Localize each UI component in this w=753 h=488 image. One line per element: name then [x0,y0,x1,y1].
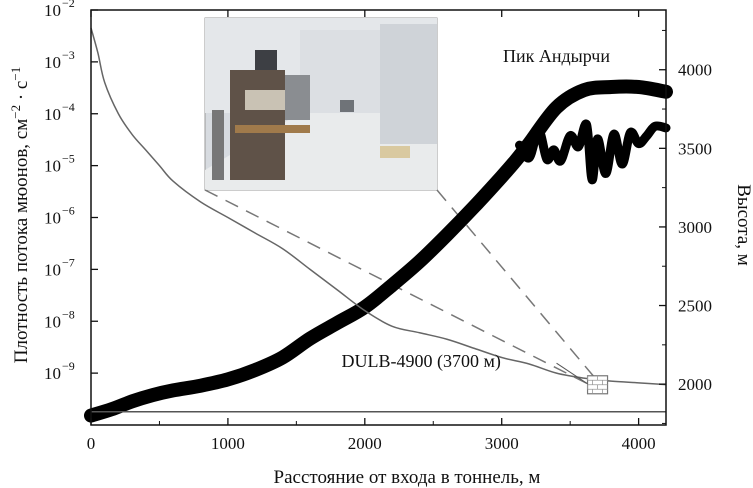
y-right-tick-label-3000: 3000 [678,218,712,237]
y-left-tick-label--2: 10 [44,1,61,20]
y-left-tick-exp--8: −8 [62,307,75,321]
dulb-leader-line [556,362,588,385]
y-right-tick-label-2000: 2000 [678,375,712,394]
dulb-marker [586,375,609,395]
x-tick-label-4000: 4000 [622,434,656,453]
y-left-tick-label--7: 10 [44,260,61,279]
inset-photo [204,17,438,191]
y-left-tick-label--9: 10 [44,364,61,383]
x-tick-label-3000: 3000 [485,434,519,453]
y-right-tick-label-4000: 4000 [678,61,712,80]
plot-area [84,27,673,423]
series-line-3 [90,27,667,386]
y-right-tick-label-2500: 2500 [678,297,712,316]
series-line-2 [515,119,671,185]
x-tick-label-0: 0 [87,434,96,453]
annotation-1: Пик Андырчи [503,46,610,66]
y-left-tick-exp--9: −9 [62,359,75,373]
y-left-tick-exp--2: −2 [62,0,75,10]
annotation-2: DULB-4900 (3700 м) [342,351,501,372]
x-tick-label-2000: 2000 [348,434,382,453]
x-tick-label-1000: 1000 [211,434,245,453]
y-left-tick-exp--7: −7 [62,255,75,269]
x-axis-title: Расстояние от входа в тоннель, м [274,467,541,488]
y-left-axis-title: Плотность потока мюонов, см−2 · с−1 [8,67,33,363]
y-left-tick-label--8: 10 [44,312,61,331]
y-left-tick-exp--4: −4 [62,100,75,114]
y-right-tick-label-3500: 3500 [678,139,712,158]
y-left-tick-label--3: 10 [44,53,61,72]
y-left-tick-exp--3: −3 [62,48,75,62]
axes: Пик Андырчи DULB-4900 (3700 м) 0 1000 2000 30… [44,0,712,453]
series-line-1 [84,79,673,423]
y-left-tick-label--5: 10 [44,157,61,176]
connector-line-right [436,189,603,387]
y-left-tick-label--6: 10 [44,209,61,228]
y-right-axis-title: Высота, м [733,184,753,266]
y-left-tick-exp--6: −6 [62,204,75,218]
y-left-tick-label--4: 10 [44,105,61,124]
y-left-tick-exp--5: −5 [62,152,75,166]
